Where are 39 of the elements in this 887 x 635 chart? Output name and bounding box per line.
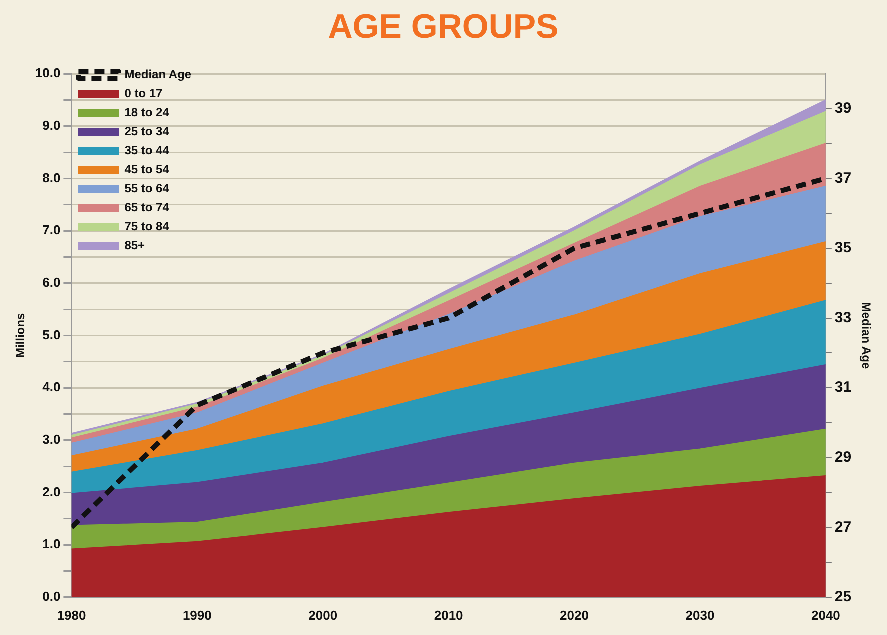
- y2-tick-label: 25: [834, 588, 852, 606]
- y2-tick-label: 39: [834, 100, 852, 118]
- y2-tick-label: 33: [834, 309, 852, 326]
- y2-tick-label: 27: [834, 518, 852, 536]
- y-tick-label: 10.0: [35, 66, 61, 81]
- y2-tick-label: 35: [834, 240, 852, 257]
- y-tick-label: 4.0: [42, 380, 61, 395]
- legend-label: 0 to 17: [124, 86, 164, 100]
- legend-label: 18 to 24: [124, 105, 170, 120]
- y-tick-label: 0.0: [42, 588, 61, 604]
- legend-label: 75 to 84: [124, 219, 170, 234]
- y-tick-label: 3.0: [42, 432, 61, 447]
- y-tick-label: 5.0: [42, 327, 61, 342]
- legend-label: 85+: [124, 238, 146, 252]
- legend-label: 35 to 44: [124, 143, 170, 158]
- legend-label: 65 to 74: [124, 200, 170, 214]
- legend-label: 25 to 34: [124, 124, 170, 138]
- y-axis-title: Millions: [14, 313, 28, 358]
- y-tick-label: 1.0: [42, 536, 61, 552]
- x-tick-label: 1990: [182, 608, 212, 623]
- y-tick-label: 7.0: [42, 222, 61, 238]
- y2-tick-label: 37: [834, 170, 852, 187]
- y-tick-label: 8.0: [42, 170, 61, 186]
- y2-axis-title: Median Age: [859, 302, 874, 370]
- x-tick-label: 2040: [811, 608, 840, 623]
- y-tick-label: 2.0: [42, 484, 61, 500]
- x-tick-label: 2020: [560, 608, 589, 623]
- x-tick-label: 2000: [308, 608, 338, 623]
- y-tick-label: 6.0: [42, 274, 61, 290]
- x-tick-label: 1980: [57, 608, 86, 623]
- legend-label: 55 to 64: [124, 181, 170, 196]
- y-tick-label: 9.0: [42, 118, 61, 133]
- y2-tick-label: 31: [834, 379, 852, 396]
- y2-tick-label: 29: [834, 448, 852, 466]
- legend-label: 45 to 54: [124, 162, 170, 176]
- x-tick-label: 2010: [434, 608, 464, 623]
- x-tick-label: 2030: [686, 608, 715, 623]
- chart-title: AGE GROUPS: [327, 8, 560, 47]
- legend-label: Median Age: [124, 67, 192, 82]
